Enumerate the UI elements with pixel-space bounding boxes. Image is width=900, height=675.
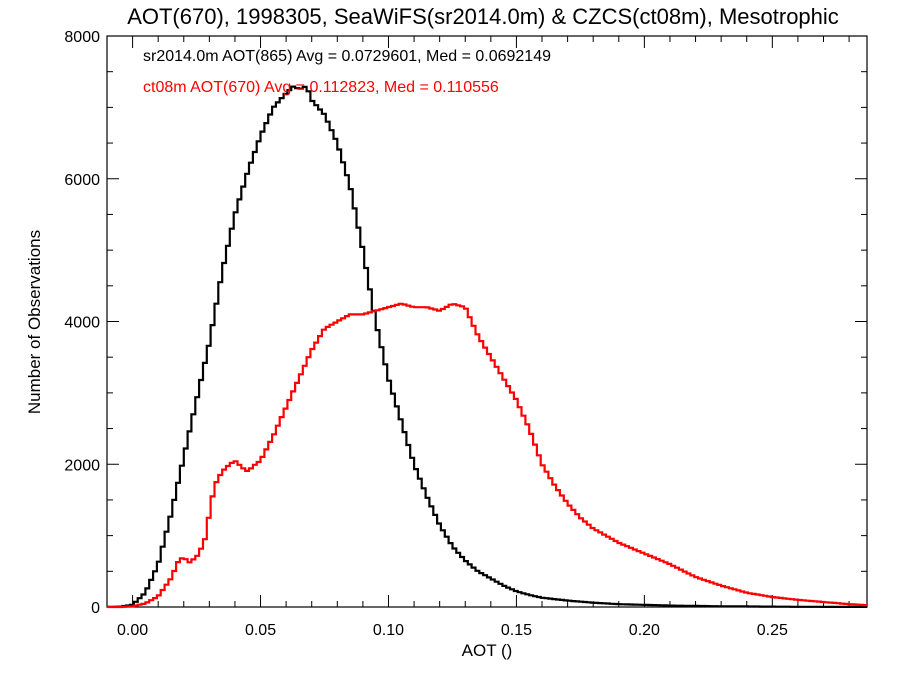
x-tick-label: 0.15 (501, 622, 532, 639)
chart-title: AOT(670), 1998305, SeaWiFS(sr2014.0m) & … (127, 4, 839, 29)
y-tick-label: 0 (91, 600, 100, 617)
plot-frame (106, 35, 868, 608)
x-tick-label: 0.25 (757, 622, 788, 639)
x-tick-label: 0.00 (117, 622, 148, 639)
y-tick-label: 2000 (64, 457, 100, 474)
x-tick-label: 0.05 (245, 622, 276, 639)
y-axis: 0 2000 4000 6000 8000 (64, 29, 867, 617)
x-axis-label: AOT () (462, 641, 513, 660)
x-tick-label: 0.20 (629, 622, 660, 639)
annotation-black-stats: sr2014.0m AOT(865) Avg = 0.0729601, Med … (143, 48, 551, 65)
x-axis: 0.00 0.05 0.10 0.15 0.20 0.25 (106, 36, 850, 639)
y-tick-label: 6000 (64, 172, 100, 189)
x-tick-label: 0.10 (373, 622, 404, 639)
y-axis-label: Number of Observations (25, 230, 44, 414)
annotation-red-stats: ct08m AOT(670) Avg = 0.112823, Med = 0.1… (143, 79, 499, 96)
series-line-black (107, 85, 867, 608)
series-layer (107, 85, 867, 609)
y-tick-label: 4000 (64, 315, 100, 332)
series-line-red (107, 302, 867, 609)
y-tick-label: 8000 (64, 29, 100, 46)
